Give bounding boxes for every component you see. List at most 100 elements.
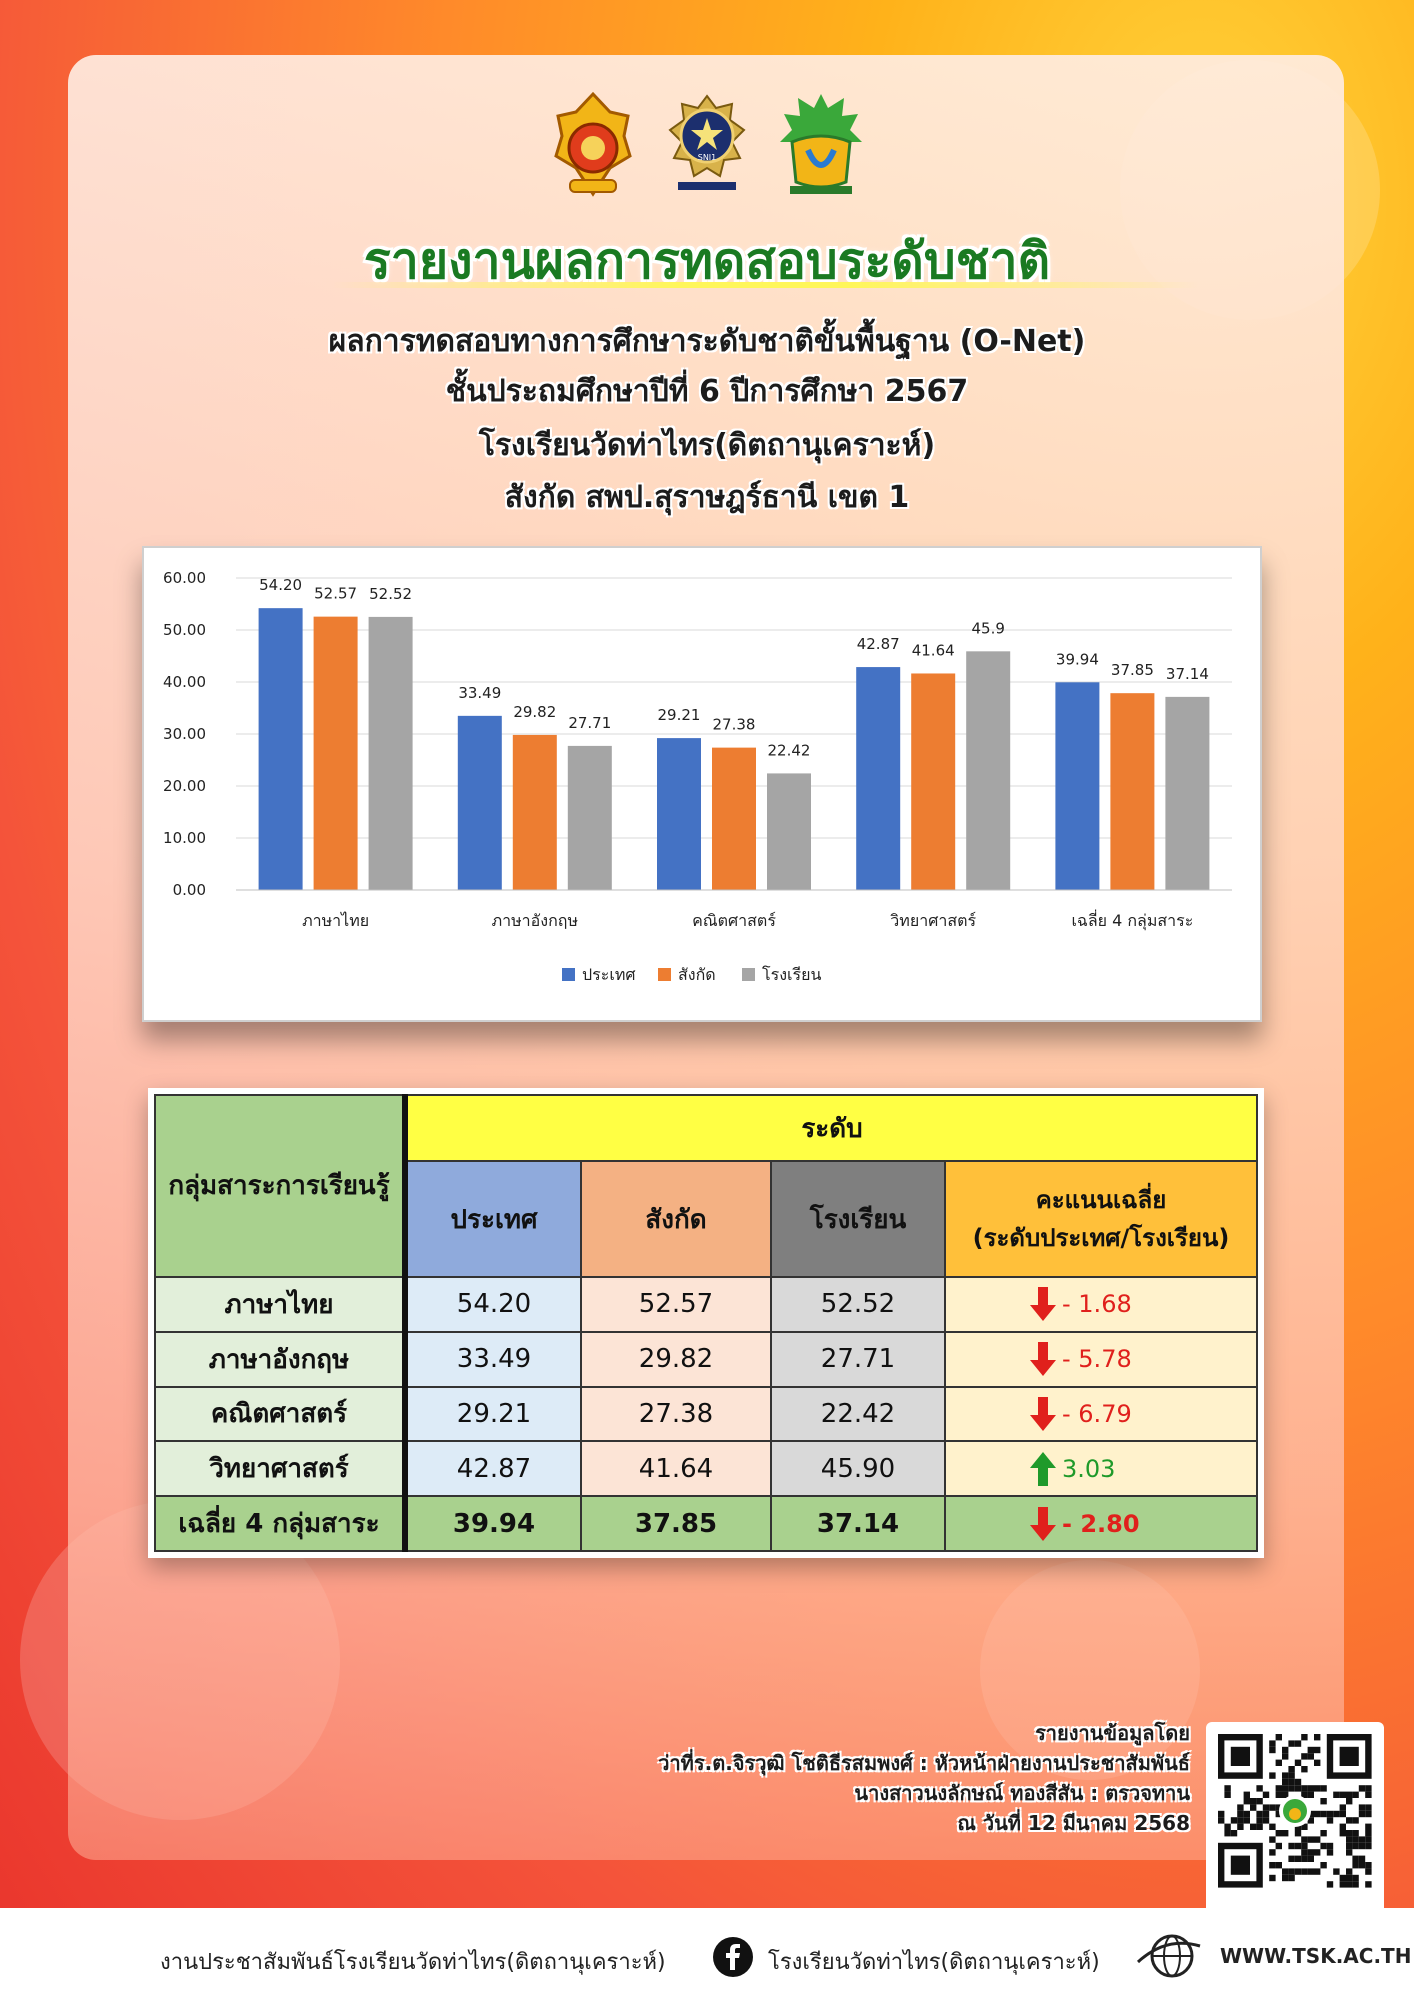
bar <box>1165 696 1210 890</box>
data-label: 41.64 <box>912 641 955 659</box>
qr-code[interactable] <box>1206 1722 1384 1920</box>
facebook-icon[interactable] <box>712 1936 754 1978</box>
sni1-logo-text: SNI1 <box>698 153 717 162</box>
subject-header: กลุ่มสาระการเรียนรู้ <box>154 1094 408 1278</box>
bar <box>258 608 303 890</box>
data-label: 54.20 <box>259 576 302 594</box>
y-tick-label: 30.00 <box>163 725 206 743</box>
row-school-score: 52.52 <box>770 1275 946 1333</box>
data-label: 45.9 <box>971 619 1004 637</box>
y-tick-label: 0.00 <box>173 881 206 899</box>
row-school-score: 37.14 <box>770 1495 946 1552</box>
data-label: 22.42 <box>768 741 811 759</box>
arrow-down-icon <box>1030 1396 1056 1431</box>
row-area-score: 37.85 <box>580 1495 772 1552</box>
qr-code-icon <box>1218 1734 1372 1888</box>
legend-swatch <box>562 968 575 981</box>
bar <box>368 616 413 890</box>
data-label: 39.94 <box>1056 650 1099 668</box>
arrow-down-icon <box>1030 1506 1056 1541</box>
y-tick-label: 20.00 <box>163 777 206 795</box>
legend-label: ประเทศ <box>582 965 636 984</box>
average-diff-header-line1: คะแนนเฉลี่ย <box>1035 1185 1167 1214</box>
row-country-score: 33.49 <box>404 1330 582 1388</box>
row-country-score: 54.20 <box>404 1275 582 1333</box>
score-table-panel: กลุ่มสาระการเรียนรู้ ระดับ ประเทศ สังกัด… <box>148 1088 1264 1558</box>
table-row: เฉลี่ย 4 กลุ่มสาระ 39.94 37.85 37.14 - 2.80 <box>154 1495 1258 1552</box>
table-row: คณิตศาสตร์ 29.21 27.38 22.42 - 6.79 <box>154 1385 1258 1443</box>
row-country-score: 39.94 <box>404 1495 582 1552</box>
data-label: 27.71 <box>568 714 611 732</box>
table-row: ภาษาอังกฤษ 33.49 29.82 27.71 - 5.78 <box>154 1330 1258 1388</box>
credits-line-1: รายงานข้อมูลโดย <box>1035 1721 1190 1745</box>
row-area-score: 41.64 <box>580 1440 772 1498</box>
footer-website-link[interactable]: WWW.TSK.AC.TH <box>1220 1944 1412 1968</box>
obec-logo-icon <box>554 91 632 197</box>
footer-unit: งานประชาสัมพันธ์โรงเรียนวัดท่าไทร(ดิตถาน… <box>160 1950 666 1975</box>
x-tick-label: ภาษาไทย <box>302 911 369 930</box>
bar-chart: 0.00 10.00 20.00 30.00 40.00 50.00 60.00 54.20 5… <box>163 569 1232 984</box>
row-subject: วิทยาศาสตร์ <box>154 1440 408 1498</box>
subtitle-line-1: ผลการทดสอบทางการศึกษาระดับชาติขั้นพื้นฐา… <box>328 324 1086 359</box>
data-label: 37.14 <box>1166 665 1209 683</box>
sni1-logo-icon: SNI1 <box>668 94 746 190</box>
bar <box>911 673 956 890</box>
average-diff-header-line2: (ระดับประเทศ/โรงเรียน) <box>972 1224 1230 1253</box>
globe-icon <box>1136 1934 1201 1978</box>
x-tick-label: คณิตศาสตร์ <box>692 911 776 930</box>
row-diff: - 6.79 <box>944 1385 1258 1443</box>
row-subject: ภาษาอังกฤษ <box>154 1330 408 1388</box>
legend-swatch <box>742 968 755 981</box>
legend-label: โรงเรียน <box>762 965 821 984</box>
row-subject: เฉลี่ย 4 กลุ่มสาระ <box>154 1495 408 1552</box>
score-table: กลุ่มสาระการเรียนรู้ ระดับ ประเทศ สังกัด… <box>154 1093 1258 1552</box>
bar <box>856 667 901 890</box>
row-country-score: 42.87 <box>404 1440 582 1498</box>
credits-line-3: นางสาวนงลักษณ์ ทองสีสัน : ตรวจทาน <box>854 1781 1190 1805</box>
country-header: ประเทศ <box>404 1160 582 1278</box>
bar-chart-panel: 0.00 10.00 20.00 30.00 40.00 50.00 60.00 54.20 5… <box>142 546 1262 1022</box>
footer: งานประชาสัมพันธ์โรงเรียนวัดท่าไทร(ดิตถาน… <box>0 1908 1414 2000</box>
y-tick-label: 40.00 <box>163 673 206 691</box>
row-area-score: 27.38 <box>580 1385 772 1443</box>
row-diff-value: - 6.79 <box>1062 1399 1132 1428</box>
credits-line-2: ว่าที่ร.ต.จิรวุฒิ โชติธีรสมพงศ์ : หัวหน้… <box>658 1751 1190 1775</box>
row-diff-value: - 2.80 <box>1062 1509 1140 1538</box>
credits-line-4: ณ วันที่ 12 มีนาคม 2568 <box>957 1811 1190 1835</box>
legend-swatch <box>658 968 671 981</box>
title-underline <box>330 282 1200 288</box>
data-label: 33.49 <box>458 684 501 702</box>
x-tick-label: วิทยาศาสตร์ <box>890 911 976 930</box>
area-header: สังกัด <box>580 1160 772 1278</box>
row-subject: คณิตศาสตร์ <box>154 1385 408 1443</box>
bar <box>712 747 756 890</box>
credits-block: รายงานข้อมูลโดย ว่าที่ร.ต.จิรวุฒิ โชติธี… <box>658 1718 1190 1838</box>
x-tick-label: เฉลี่ย 4 กลุ่มสาระ <box>1071 909 1193 931</box>
row-diff: - 2.80 <box>944 1495 1258 1552</box>
row-country-score: 29.21 <box>404 1385 582 1443</box>
row-diff: 3.03 <box>944 1440 1258 1498</box>
row-area-score: 52.57 <box>580 1275 772 1333</box>
bar <box>457 715 502 890</box>
arrow-down-icon <box>1030 1342 1056 1377</box>
arrow-down-icon <box>1030 1287 1056 1322</box>
data-label: 27.38 <box>713 716 756 734</box>
bar <box>1110 693 1155 890</box>
bar <box>767 773 811 890</box>
table-row: ภาษาไทย 54.20 52.57 52.52 - 1.68 <box>154 1275 1258 1333</box>
row-area-score: 29.82 <box>580 1330 772 1388</box>
bar <box>313 616 358 890</box>
bar <box>567 745 612 890</box>
footer-facebook-link[interactable]: โรงเรียนวัดท่าไทร(ดิตถานุเคราะห์) <box>768 1950 1100 1975</box>
row-subject: ภาษาไทย <box>154 1275 408 1333</box>
data-label: 52.52 <box>369 585 412 603</box>
y-tick-label: 50.00 <box>163 621 206 639</box>
y-tick-label: 60.00 <box>163 569 206 587</box>
row-diff-value: 3.03 <box>1062 1454 1116 1483</box>
data-label: 52.57 <box>314 585 357 603</box>
y-tick-label: 10.00 <box>163 829 206 847</box>
row-diff-value: - 5.78 <box>1062 1345 1132 1374</box>
row-school-score: 27.71 <box>770 1330 946 1388</box>
table-row: วิทยาศาสตร์ 42.87 41.64 45.90 3.03 <box>154 1440 1258 1498</box>
arrow-up-icon <box>1030 1451 1056 1486</box>
